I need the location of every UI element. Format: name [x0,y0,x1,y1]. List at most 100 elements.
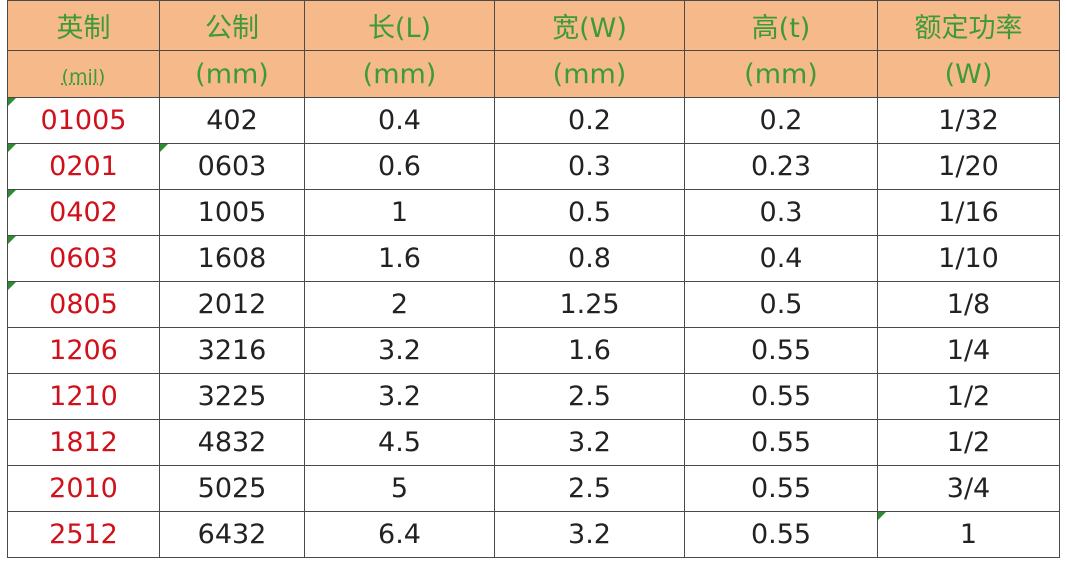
cell: 01005 [7,97,160,144]
cell: 0.2 [684,97,878,144]
table: 英制 公制 长(L) 宽(W) 高(t) 额定功率 (mil) (mm) (mm) (mm) (mm… [7,0,1060,558]
cell-text: 1.25 [559,289,620,320]
header-cell: 长(L) [304,0,495,51]
cell: 0.5 [494,189,685,236]
cell: 1/10 [877,235,1060,282]
header-row: 英制 公制 长(L) 宽(W) 高(t) 额定功率 [7,0,1060,51]
header-text: (mm) [362,58,437,90]
cell-text: 1608 [197,243,267,274]
cell-text: 5025 [197,473,267,504]
cell: 1/20 [877,143,1060,190]
cell-text: 0.55 [750,427,812,458]
cell: 2.5 [494,465,685,512]
cell-text: 3.2 [378,381,421,412]
cell-text: 1.6 [568,335,611,366]
cell-text: 0.23 [750,151,812,182]
cell-text: 0.4 [378,105,421,136]
header-cell: (W) [877,50,1060,98]
cell: 1 [304,189,495,236]
cell-text: 0.5 [759,289,803,320]
cell-marker [160,144,168,152]
cell-marker [8,98,16,106]
cell-text: 0.6 [378,151,421,182]
header-text: 长(L) [367,13,432,44]
cell: 0.3 [684,189,878,236]
cell: 3.2 [304,373,495,420]
cell: 0603 [7,235,160,282]
cell: 1/16 [877,189,1060,236]
cell-text: 0.55 [750,381,812,412]
cell-text: 2512 [49,519,118,550]
header-cell: 公制 [159,0,305,51]
header-text: (mm) [552,58,627,90]
cell: 2010 [7,465,160,512]
cell: 1210 [7,373,160,420]
cell-text: 1/20 [938,151,999,182]
data-row: 01005 402 0.4 0.2 0.2 1/32 [7,97,1060,144]
cell-text: 1 [959,519,978,550]
cell-text: 0402 [49,197,118,228]
header-text: (mm) [195,58,269,90]
data-row: 0603 1608 1.6 0.8 0.4 1/10 [7,235,1060,282]
data-row: 1210 3225 3.2 2.5 0.55 1/2 [7,373,1060,420]
cell-marker [8,282,16,290]
cell: 1/32 [877,97,1060,144]
cell-text: 3.2 [568,427,611,458]
cell-text: 1/2 [946,381,991,412]
header-cell: (mil) [7,50,160,98]
cell: 0.23 [684,143,878,190]
cell-text: 0.3 [759,197,803,228]
cell: 3216 [159,327,305,374]
cell-text: 1/2 [946,427,991,458]
cell: 1 [877,511,1060,558]
cell: 0.4 [304,97,495,144]
cell-text: 3225 [197,381,267,412]
cell: 3.2 [494,419,685,466]
cell: 5025 [159,465,305,512]
cell-text: 1/10 [938,243,999,274]
cell-text: 3216 [197,335,267,366]
cell-text: 0603 [197,151,267,182]
cell: 0.55 [684,373,878,420]
cell-text: 1/4 [946,335,991,366]
data-row: 1206 3216 3.2 1.6 0.55 1/4 [7,327,1060,374]
cell-marker [8,190,16,198]
table-wrap: 英制 公制 长(L) 宽(W) 高(t) 额定功率 (mil) (mm) (mm) (mm) (mm… [7,0,1060,558]
header-text: (W) [944,58,993,90]
header-cell: (mm) [159,50,305,98]
cell: 0603 [159,143,305,190]
cell-text: 3.2 [378,335,421,366]
cell-marker [878,512,886,520]
cell: 1/2 [877,373,1060,420]
cell: 402 [159,97,305,144]
cell-text: 1/16 [938,197,999,228]
cell-text: 402 [206,105,258,136]
cell-text: 1210 [49,381,118,412]
cell: 0.2 [494,97,685,144]
cell-text: 1005 [197,197,267,228]
cell-text: 2.5 [568,381,611,412]
header-text: (mm) [744,58,818,90]
cell-text: 0.3 [568,151,611,182]
cell-text: 1 [390,197,409,228]
cell: 0.8 [494,235,685,282]
cell: 1/4 [877,327,1060,374]
cell: 2.5 [494,373,685,420]
cell-text: 0.55 [750,473,812,504]
cell-text: 2.5 [568,473,611,504]
data-row: 0201 0603 0.6 0.3 0.23 1/20 [7,143,1060,190]
cell-text: 5 [390,473,409,504]
cell-text: 2012 [197,289,267,320]
header-cell: (mm) [304,50,495,98]
cell: 1005 [159,189,305,236]
cell-text: 2010 [49,473,118,504]
cell: 2 [304,281,495,328]
header-cell: 额定功率 [877,0,1060,51]
cell: 1.6 [494,327,685,374]
cell-text: 6432 [197,519,267,550]
cell-text: 4832 [197,427,267,458]
header-cell: 英制 [7,0,160,51]
cell: 1.6 [304,235,495,282]
cell-text: 2 [390,289,409,320]
